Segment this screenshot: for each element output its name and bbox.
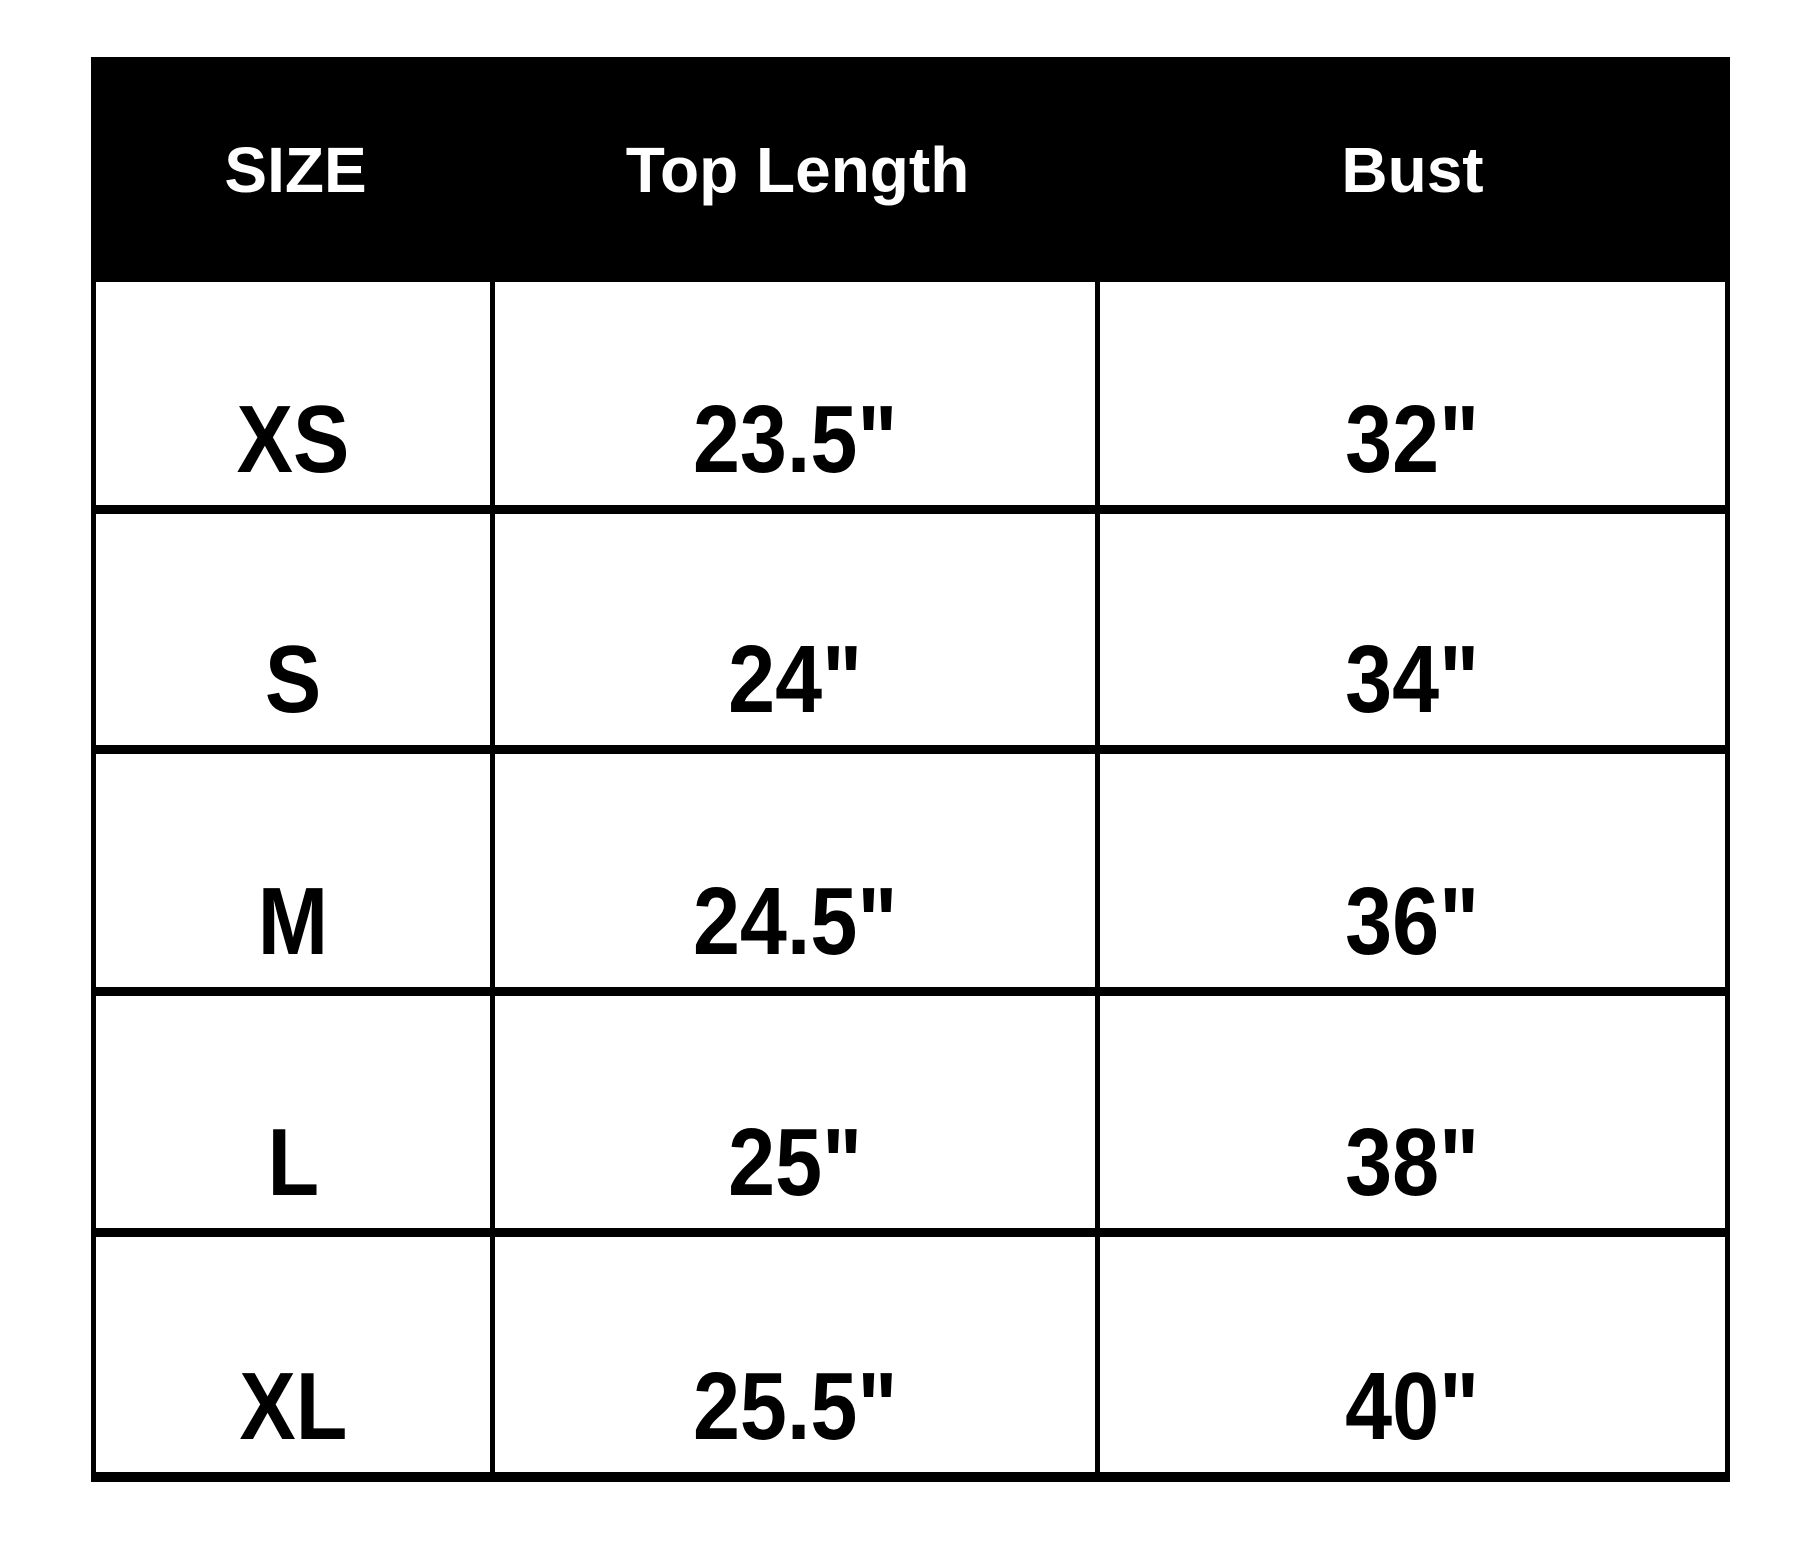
size-value: XS	[236, 386, 350, 493]
header-cell-top-length: Top Length	[495, 57, 1100, 282]
cell-top-length: 25.5"	[495, 1237, 1100, 1472]
bust-value: 40"	[1345, 1353, 1480, 1460]
table-row: XS 23.5" 32"	[96, 282, 1725, 505]
bust-value: 38"	[1345, 1109, 1480, 1216]
bust-value: 32"	[1345, 386, 1480, 493]
table-row: L 25" 38"	[96, 987, 1725, 1228]
top-length-value: 25"	[727, 1109, 863, 1216]
cell-size: M	[96, 754, 495, 987]
cell-bust: 32"	[1100, 282, 1725, 505]
header-label-bust: Bust	[1341, 133, 1484, 206]
cell-top-length: 25"	[495, 996, 1100, 1228]
table-row: XL 25.5" 40"	[96, 1228, 1725, 1472]
cell-size: XS	[96, 282, 495, 505]
cell-top-length: 24.5"	[495, 754, 1100, 987]
top-length-value: 25.5"	[692, 1353, 898, 1460]
header-cell-size: SIZE	[96, 57, 495, 282]
cell-size: XL	[96, 1237, 495, 1472]
header-cell-bust: Bust	[1100, 57, 1725, 282]
size-chart-table: SIZE Top Length Bust XS 23.5" 32" S	[91, 57, 1730, 1482]
bust-value: 36"	[1345, 868, 1480, 975]
cell-bust: 34"	[1100, 514, 1725, 745]
cell-size: L	[96, 996, 495, 1228]
header-label-top-length: Top Length	[625, 133, 970, 206]
size-value: XL	[239, 1353, 347, 1460]
size-value: L	[267, 1109, 319, 1216]
header-label-size: SIZE	[224, 133, 367, 206]
cell-top-length: 23.5"	[495, 282, 1100, 505]
top-length-value: 24.5"	[692, 868, 898, 975]
table-row: M 24.5" 36"	[96, 745, 1725, 987]
cell-top-length: 24"	[495, 514, 1100, 745]
size-value: M	[257, 868, 329, 975]
size-value: S	[264, 626, 322, 733]
cell-bust: 36"	[1100, 754, 1725, 987]
cell-bust: 40"	[1100, 1237, 1725, 1472]
table-header-row: SIZE Top Length Bust	[96, 57, 1725, 282]
table-row: S 24" 34"	[96, 505, 1725, 745]
cell-size: S	[96, 514, 495, 745]
top-length-value: 23.5"	[692, 386, 898, 493]
cell-bust: 38"	[1100, 996, 1725, 1228]
bust-value: 34"	[1345, 626, 1480, 733]
top-length-value: 24"	[727, 626, 863, 733]
